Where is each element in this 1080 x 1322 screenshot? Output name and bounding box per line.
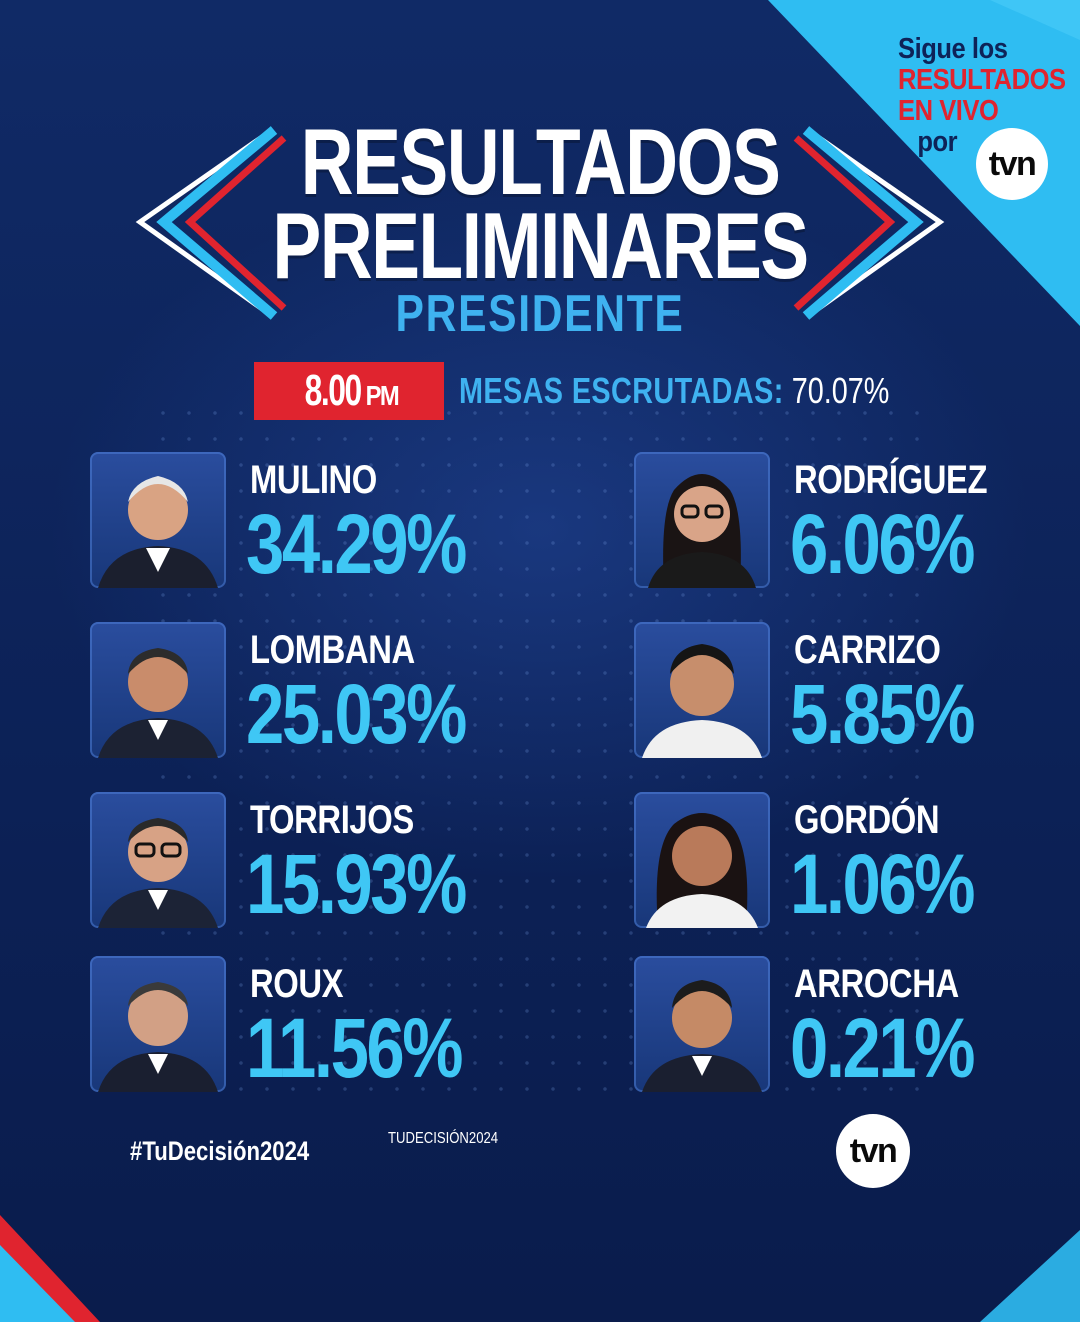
candidate-percentage: 34.29%	[246, 497, 467, 591]
subtitle: PRESIDENTE	[395, 285, 685, 343]
mesas-value: 70.07%	[791, 370, 890, 411]
candidate-name: GORDÓN	[794, 798, 940, 842]
candidate-name: ARROCHA	[794, 962, 959, 1006]
candidate-photo	[634, 956, 770, 1092]
candidate-photo	[634, 792, 770, 928]
promo-line-3: EN VIVO	[898, 95, 999, 127]
candidate-percentage: 11.56%	[246, 1001, 464, 1095]
tvn-logo-bottom: tvn	[836, 1114, 910, 1188]
tu-decision-logo: TU DECISIÓN 2024	[388, 1130, 498, 1174]
time-suffix: PM	[365, 380, 400, 411]
candidate-card: GORDÓN 1.06%	[634, 792, 1074, 942]
logo-tu: TU	[388, 1130, 406, 1147]
mesas-label: MESAS ESCRUTADAS:	[459, 370, 784, 411]
candidate-card: ROUX 11.56%	[90, 956, 530, 1106]
candidate-name: RODRÍGUEZ	[794, 458, 988, 502]
logo-decision: DECISIÓN	[405, 1130, 469, 1147]
candidate-name: TORRIJOS	[250, 798, 414, 842]
candidate-card: MULINO 34.29%	[90, 452, 530, 602]
candidate-name: CARRIZO	[794, 628, 941, 672]
candidate-card: ARROCHA 0.21%	[634, 956, 1074, 1106]
hashtag: #TuDecisión2024	[130, 1136, 310, 1166]
candidate-photo	[90, 622, 226, 758]
candidate-photo	[90, 792, 226, 928]
candidate-name: LOMBANA	[250, 628, 415, 672]
candidate-percentage: 25.03%	[246, 667, 467, 761]
candidate-card: TORRIJOS 15.93%	[90, 792, 530, 942]
candidate-photo	[634, 622, 770, 758]
mesas-escrutadas: MESAS ESCRUTADAS: 70.07%	[459, 368, 889, 414]
dot-pattern	[150, 400, 930, 1100]
candidate-name: ROUX	[250, 962, 344, 1006]
candidate-card: RODRÍGUEZ 6.06%	[634, 452, 1074, 602]
candidate-photo	[90, 452, 226, 588]
title-chevrons	[135, 126, 945, 320]
tvn-logo-top: tvn	[976, 128, 1048, 200]
candidate-percentage: 5.85%	[790, 667, 975, 761]
logo-year: 2024	[468, 1130, 499, 1147]
candidate-card: CARRIZO 5.85%	[634, 622, 1074, 772]
candidate-percentage: 1.06%	[790, 837, 975, 931]
promo-line-4: por	[917, 126, 958, 158]
time-badge: 8.00 PM	[254, 362, 444, 420]
promo-line-2: RESULTADOS	[898, 64, 1066, 96]
title-line-1: RESULTADOS	[300, 109, 781, 214]
candidate-photo	[634, 452, 770, 588]
time-value: 8.00	[304, 366, 363, 415]
title-line-2: PRELIMINARES	[272, 193, 809, 298]
live-results-promo: Sigue los RESULTADOS EN VIVO por	[898, 33, 1066, 158]
candidate-percentage: 6.06%	[790, 497, 975, 591]
candidate-percentage: 0.21%	[790, 1001, 975, 1095]
candidate-photo	[90, 956, 226, 1092]
candidate-percentage: 15.93%	[246, 837, 467, 931]
candidate-name: MULINO	[250, 458, 377, 502]
candidate-card: LOMBANA 25.03%	[90, 622, 530, 772]
promo-line-1: Sigue los	[898, 33, 1008, 65]
